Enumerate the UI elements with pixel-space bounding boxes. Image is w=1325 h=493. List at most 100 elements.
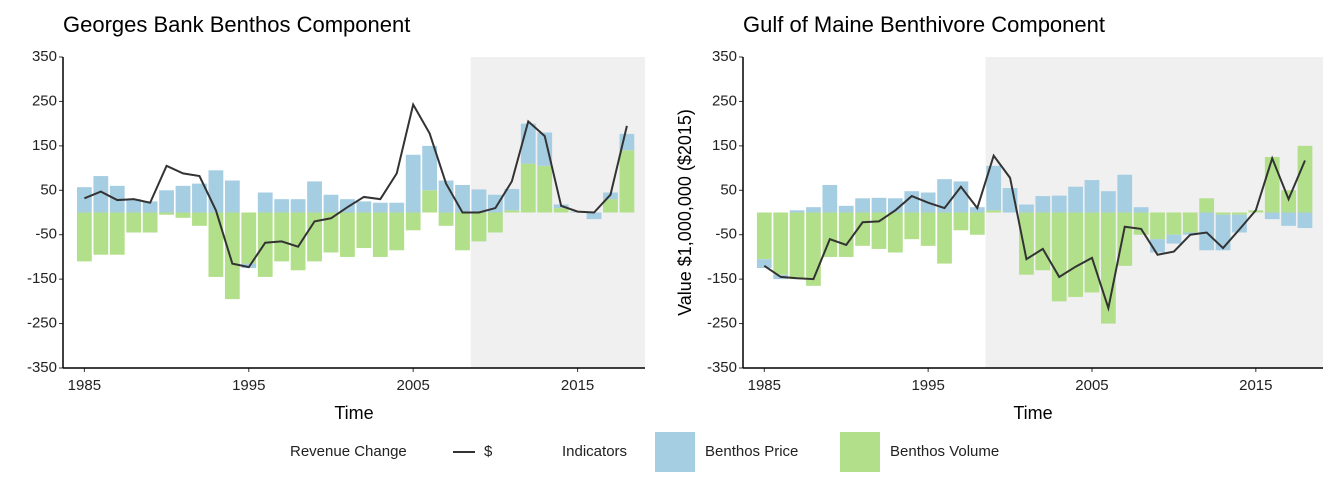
bar bbox=[471, 212, 487, 242]
y-tick-label: 250 bbox=[712, 92, 737, 109]
bar bbox=[969, 212, 985, 235]
bar bbox=[438, 212, 454, 226]
bar bbox=[789, 212, 805, 280]
y-tick-label: -150 bbox=[707, 270, 737, 287]
legend-label: Benthos Price bbox=[705, 443, 798, 460]
bar bbox=[553, 208, 569, 213]
bar bbox=[208, 170, 224, 213]
bar bbox=[208, 212, 224, 277]
bar bbox=[159, 212, 174, 215]
bar bbox=[1166, 234, 1182, 244]
bar bbox=[340, 212, 355, 257]
bar bbox=[1182, 212, 1198, 233]
x-tick-label: 1995 bbox=[911, 377, 944, 394]
bar bbox=[969, 207, 985, 213]
bar bbox=[520, 163, 536, 213]
bar bbox=[1264, 156, 1280, 213]
bar bbox=[76, 187, 92, 213]
bar bbox=[1133, 212, 1149, 235]
bar bbox=[422, 190, 438, 213]
x-tick-label: 2015 bbox=[1239, 377, 1272, 394]
legend-label: $ bbox=[484, 443, 493, 460]
bar bbox=[1133, 207, 1149, 213]
bar bbox=[953, 212, 969, 231]
y-tick-label: -150 bbox=[27, 270, 57, 287]
revenue-line bbox=[763, 153, 1306, 312]
bar bbox=[619, 150, 635, 213]
revenue-line bbox=[83, 101, 628, 269]
bar bbox=[192, 183, 207, 213]
bar bbox=[372, 202, 388, 213]
bar bbox=[920, 212, 936, 246]
bar bbox=[224, 180, 240, 213]
bar bbox=[356, 212, 372, 249]
chart-title: Gulf of Maine Benthivore Component bbox=[743, 12, 1105, 37]
bar bbox=[504, 188, 520, 211]
bar bbox=[471, 189, 487, 213]
y-tick-label: -350 bbox=[27, 359, 57, 376]
y-tick-label: -250 bbox=[27, 315, 57, 332]
bar bbox=[822, 184, 838, 213]
bar bbox=[1232, 214, 1247, 233]
bar bbox=[290, 199, 306, 213]
y-tick-label: -350 bbox=[707, 359, 737, 376]
x-tick-label: 2005 bbox=[1075, 377, 1108, 394]
y-tick-label: -50 bbox=[35, 226, 57, 243]
bar bbox=[307, 212, 322, 262]
bar bbox=[175, 212, 191, 218]
bar bbox=[1215, 212, 1231, 215]
bar bbox=[159, 190, 174, 213]
bar bbox=[504, 210, 520, 213]
bar bbox=[586, 212, 602, 220]
bar bbox=[257, 212, 273, 277]
x-tick-label: 2015 bbox=[561, 377, 594, 394]
bar bbox=[806, 212, 821, 286]
bar bbox=[224, 212, 240, 300]
bar bbox=[126, 199, 142, 213]
bar bbox=[1035, 212, 1051, 271]
bar bbox=[290, 212, 306, 271]
bar bbox=[1264, 212, 1280, 220]
legend-swatch bbox=[840, 432, 880, 472]
bar bbox=[274, 212, 290, 262]
bar bbox=[888, 212, 903, 253]
bar bbox=[487, 212, 503, 233]
bar bbox=[126, 212, 142, 233]
bar bbox=[93, 176, 109, 213]
bar bbox=[904, 212, 920, 240]
bar bbox=[455, 184, 470, 213]
y-tick-label: 150 bbox=[712, 137, 737, 154]
bar bbox=[93, 212, 109, 255]
bar bbox=[986, 165, 1002, 211]
bar bbox=[389, 212, 405, 251]
bar bbox=[871, 197, 887, 213]
bar bbox=[175, 185, 191, 213]
bar bbox=[1019, 212, 1034, 275]
bar bbox=[838, 205, 854, 213]
bar bbox=[109, 212, 125, 255]
bar bbox=[806, 207, 821, 213]
y-tick-label: -50 bbox=[715, 226, 737, 243]
bar bbox=[855, 198, 870, 213]
bar bbox=[241, 212, 257, 264]
bar bbox=[1019, 204, 1034, 213]
bar bbox=[1068, 186, 1083, 213]
bar bbox=[1051, 195, 1067, 213]
bar bbox=[1117, 212, 1133, 266]
bar bbox=[76, 212, 92, 262]
bar bbox=[142, 201, 158, 213]
bar bbox=[455, 212, 470, 251]
bar bbox=[986, 210, 1002, 213]
bar bbox=[323, 212, 339, 253]
bar bbox=[274, 199, 290, 213]
x-axis-title: Time bbox=[334, 403, 373, 423]
bar bbox=[405, 212, 421, 231]
x-axis-title: Time bbox=[1013, 403, 1052, 423]
legend-title: Indicators bbox=[562, 443, 627, 460]
bar bbox=[405, 154, 421, 213]
bar bbox=[1084, 212, 1100, 293]
chart-title: Georges Bank Benthos Component bbox=[63, 12, 410, 37]
bar bbox=[756, 212, 772, 260]
bar bbox=[537, 132, 553, 166]
